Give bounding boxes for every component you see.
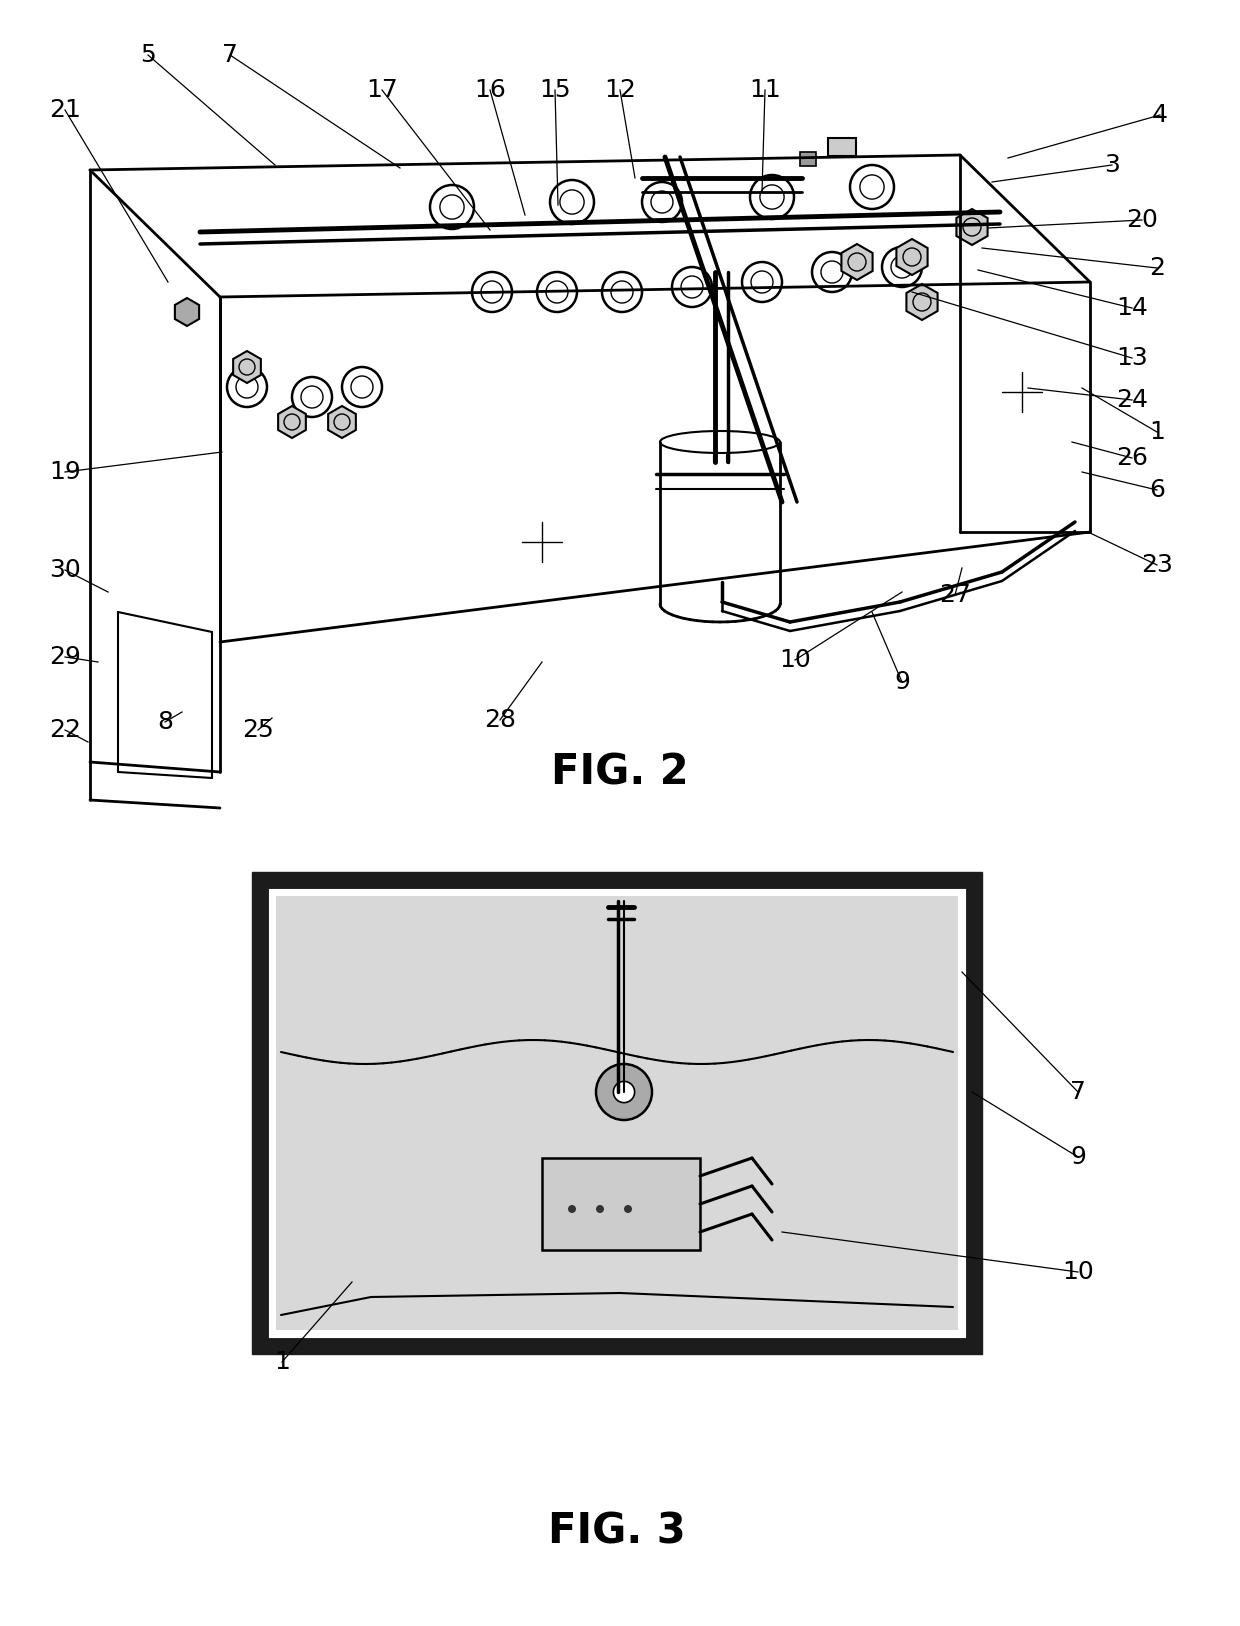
Text: FIG. 2: FIG. 2 (552, 751, 688, 793)
Bar (542, 1158, 701, 1250)
Text: 4: 4 (1152, 102, 1168, 127)
Text: 19: 19 (50, 460, 81, 485)
Text: 1: 1 (1149, 420, 1164, 444)
Text: 10: 10 (779, 649, 811, 672)
Text: 5: 5 (140, 42, 156, 67)
Text: 10: 10 (1063, 1260, 1094, 1285)
Text: 24: 24 (1116, 389, 1148, 411)
Bar (828, 138, 856, 156)
Text: 11: 11 (749, 78, 781, 102)
Bar (252, 872, 982, 1354)
Text: 8: 8 (157, 711, 174, 733)
Text: 27: 27 (939, 584, 971, 606)
Circle shape (568, 1205, 577, 1213)
Bar (277, 896, 959, 1330)
Text: 7: 7 (1070, 1080, 1086, 1104)
Text: 29: 29 (50, 646, 81, 668)
Text: 22: 22 (50, 719, 81, 741)
Text: 28: 28 (484, 707, 516, 732)
Text: 23: 23 (1141, 553, 1173, 577)
Text: 3: 3 (1104, 153, 1120, 177)
Circle shape (596, 1205, 604, 1213)
Text: 1: 1 (274, 1350, 290, 1374)
Text: 6: 6 (1149, 478, 1166, 502)
Text: 20: 20 (1126, 208, 1158, 233)
Bar (800, 151, 816, 166)
Text: 15: 15 (539, 78, 570, 102)
Text: 2: 2 (1149, 255, 1166, 280)
Text: 21: 21 (50, 98, 81, 122)
Circle shape (614, 1081, 635, 1102)
Text: 26: 26 (1116, 446, 1148, 470)
Text: 30: 30 (50, 558, 81, 582)
Bar (268, 888, 966, 1338)
Text: 17: 17 (366, 78, 398, 102)
Text: 9: 9 (1070, 1145, 1086, 1169)
Text: 14: 14 (1116, 296, 1148, 320)
Text: 16: 16 (474, 78, 506, 102)
Circle shape (624, 1205, 632, 1213)
Text: 12: 12 (604, 78, 636, 102)
Text: 25: 25 (242, 719, 274, 741)
Text: 7: 7 (222, 42, 238, 67)
Text: 13: 13 (1116, 346, 1148, 371)
Text: FIG. 3: FIG. 3 (548, 1511, 686, 1553)
Text: 9: 9 (894, 670, 910, 694)
Circle shape (596, 1063, 652, 1120)
